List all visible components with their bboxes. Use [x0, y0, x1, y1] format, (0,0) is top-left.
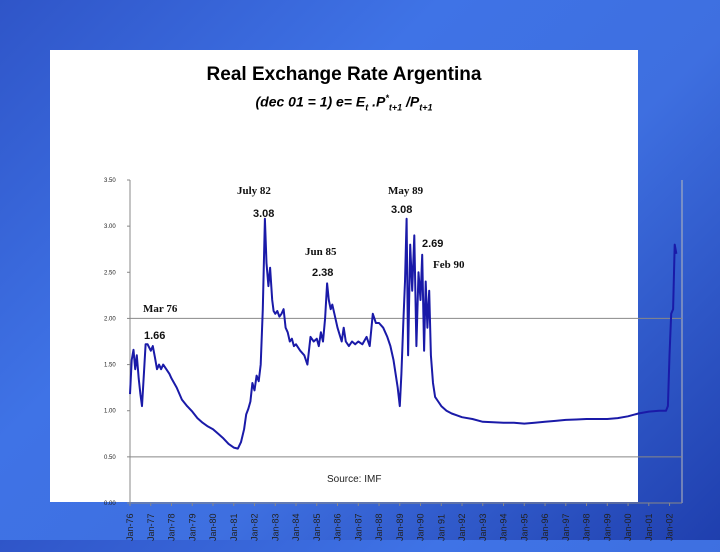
x-tick-label: Jan-94 [499, 513, 509, 541]
annotation-date-label: Jun 85 [305, 246, 337, 258]
x-tick-label: Jan-79 [187, 513, 197, 541]
subtitle-slash: /P [402, 93, 420, 110]
x-tick-label: Jan-98 [582, 513, 592, 541]
x-tick-label: Jan-95 [519, 513, 529, 541]
subtitle-sub-1: t [365, 102, 369, 113]
subtitle-prefix: (dec 01 = 1) e= E [255, 93, 366, 110]
x-tick-label: Jan-85 [312, 513, 322, 541]
annotation-value-label: 1.66 [144, 330, 165, 342]
chart-panel: Real Exchange Rate Argentina (dec 01 = 1… [50, 50, 683, 541]
y-tick-label: 1.50 [104, 363, 116, 369]
chart-title: Real Exchange Rate Argentina [206, 64, 482, 85]
x-tick-label: Jan-00 [623, 513, 633, 541]
source-note: Source: IMF [327, 474, 381, 485]
chart-subtitle: (dec 01 = 1) e= Et .P*t+1 /Pt+1 [50, 93, 638, 112]
x-tick-label: Jan-86 [333, 513, 343, 541]
series-line [129, 217, 678, 450]
y-tick-label: 2.50 [104, 270, 116, 276]
annotation-value-label: 3.08 [253, 208, 274, 220]
x-tick-label: Jan 91 [436, 514, 446, 541]
y-tick-label: 2.00 [104, 316, 116, 322]
x-tick-label: Jan-97 [561, 513, 571, 541]
annotation-date-label: Feb 90 [433, 259, 465, 271]
x-tick-label: Jan-81 [229, 513, 239, 541]
annotation-value-label: 3.08 [391, 204, 412, 216]
x-tick-label: Jan-87 [353, 513, 363, 541]
x-tick-label: Jan-78 [167, 513, 177, 541]
subtitle-sub-3: t+1 [419, 102, 433, 113]
subtitle-sup: * [385, 93, 389, 103]
x-tick-label: Jan-88 [374, 513, 384, 541]
x-tick-label: Jan-96 [540, 513, 550, 541]
x-tick-label: Jan-99 [602, 513, 612, 541]
annotation-date-label: Mar 76 [143, 303, 178, 315]
annotation-value-label: 2.69 [422, 238, 443, 250]
x-tick-label: Jan-76 [125, 513, 135, 541]
subtitle-sub-2: t+1 [388, 102, 403, 113]
annotation-date-label: July 82 [237, 185, 271, 197]
annotation-date-label: May 89 [388, 185, 424, 197]
x-tick-label: Jan-02 [665, 513, 675, 541]
y-tick-label: 0.00 [104, 501, 116, 507]
y-tick-label: 3.50 [104, 178, 116, 184]
subtitle-mid: .P [368, 93, 386, 110]
x-tick-label: Jan-92 [457, 513, 467, 541]
slide-background: Real Exchange Rate Argentina (dec 01 = 1… [50, 50, 683, 541]
x-tick-label: Jan-77 [146, 513, 156, 541]
line-chart: 0.00 0.50 1.00 1.50 2.00 2.50 3.00 3.50 Jan-76 Ja… [104, 178, 683, 541]
y-tick-label: 3.00 [104, 224, 116, 230]
y-tick-label: 0.50 [104, 455, 116, 461]
y-tick-label: 1.00 [104, 409, 116, 415]
x-tick-label: Jan-93 [478, 513, 488, 541]
x-tick-label: Jan-83 [270, 513, 280, 541]
annotation-value-label: 2.38 [312, 267, 333, 279]
x-tick-label: Jan-01 [644, 513, 654, 541]
x-tick-label: Jan-89 [395, 513, 405, 541]
x-tick-label: Jan-84 [291, 513, 301, 541]
x-tick-label: Jan-80 [208, 513, 218, 541]
x-tick-label: Jan-82 [250, 513, 260, 541]
x-tick-label: Jan-90 [416, 513, 426, 541]
